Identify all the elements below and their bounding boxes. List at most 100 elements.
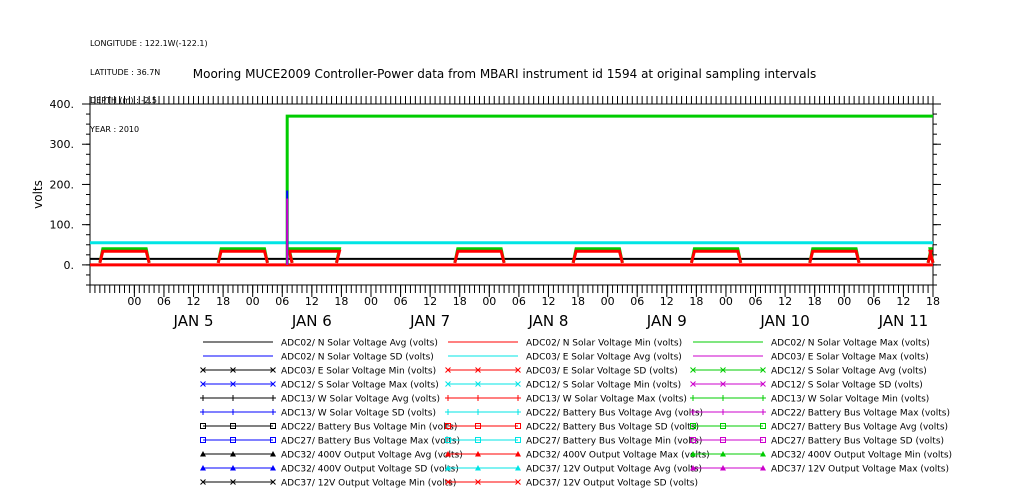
legend-entry-label: ADC32/ 400V Output Voltage Min (volts) [771,451,952,461]
legend-marker-x [270,381,276,387]
legend-entry-label: ADC02/ N Solar Voltage Min (volts) [526,339,682,349]
legend-entry-label: ADC13/ W Solar Voltage SD (volts) [281,409,436,419]
legend-marker-x [515,367,521,373]
legend-marker-plus [445,395,451,401]
legend-entry-label: ADC27/ Battery Bus Voltage Min (volts) [526,437,702,447]
legend-marker-triangle [475,465,481,471]
x-tick-label: 06 [512,295,526,308]
legend-marker-x [690,367,696,373]
legend-marker-x [690,381,696,387]
x-tick-label: 18 [808,295,822,308]
legend-marker-x [230,381,236,387]
legend-marker-triangle [230,465,236,471]
legend-marker-triangle [475,451,481,457]
legend-entry-label: ADC02/ N Solar Voltage SD (volts) [281,353,434,363]
x-tick-label: 00 [601,295,615,308]
legend-marker-plus [720,409,726,415]
legend-marker-x [515,381,521,387]
legend-marker-triangle [270,451,276,457]
y-tick-label: 100. [50,219,75,232]
legend-marker-square [690,437,696,443]
x-tick-label: 12 [778,295,792,308]
line-chart: 00 06 12 18 00 06 12 18 00 06 12 18 00 06 12 18 00 06 12 18… [31,96,941,330]
x-tick-label: 00 [482,295,496,308]
legend-entry-label: ADC32/ 400V Output Voltage Max (volts) [526,451,710,461]
legend-marker-x [720,367,726,373]
legend-marker-square [720,423,726,429]
x-tick-label: 12 [187,295,201,308]
legend-marker-triangle [200,451,206,457]
x-day-label: JAN 7 [409,312,450,330]
legend-entry-label: ADC27/ Battery Bus Voltage Avg (volts) [771,423,948,433]
legend-marker-x [200,479,206,485]
x-day-label: JAN 5 [173,312,214,330]
latitude-label: LATITUDE : 36.7N [90,67,161,77]
legend-marker-x [445,367,451,373]
legend-entry-label: ADC02/ N Solar Voltage Avg (volts) [281,339,438,349]
legend-marker-square [445,437,451,443]
legend-marker-square [230,423,236,429]
legend-marker-plus [270,409,276,415]
legend-entry-label: ADC03/ E Solar Voltage Max (volts) [771,353,929,363]
y-tick-label: 0. [64,259,75,272]
legend-marker-x [475,367,481,373]
legend-marker-square [760,423,766,429]
legend-marker-plus [230,409,236,415]
legend-marker-plus [270,395,276,401]
legend-entry-label: ADC37/ 12V Output Voltage Avg (volts) [526,465,702,475]
legend-marker-plus [475,409,481,415]
legend-entry-label: ADC13/ W Solar Voltage Min (volts) [771,395,929,405]
x-tick-label: 12 [305,295,319,308]
legend-marker-square [760,437,766,443]
legend-marker-square [270,423,276,429]
legend-entry-label: ADC22/ Battery Bus Voltage SD (volts) [526,423,699,433]
legend-entry-label: ADC37/ 12V Output Voltage Min (volts) [281,479,456,489]
legend-marker-x [760,381,766,387]
legend-marker-triangle [270,465,276,471]
legend-marker-x [475,381,481,387]
x-tick-label: 00 [127,295,141,308]
x-tick-label: 12 [541,295,555,308]
legend-marker-x [200,381,206,387]
x-tick-label: 06 [157,295,171,308]
legend-entry-label: ADC27/ Battery Bus Voltage SD (volts) [771,437,944,447]
plot-frame [89,103,934,286]
y-axis-label: volts [31,180,45,209]
legend-marker-plus [445,409,451,415]
legend-marker-x [475,479,481,485]
legend-marker-triangle [230,451,236,457]
x-tick-label: 18 [926,295,940,308]
x-tick-label: 00 [246,295,260,308]
legend-entry-label: ADC22/ Battery Bus Voltage Avg (volts) [526,409,703,419]
legend-marker-plus [760,409,766,415]
legend-marker-x [760,367,766,373]
x-tick-label: 18 [453,295,467,308]
legend-marker-square [475,437,481,443]
legend-marker-square [200,423,206,429]
legend-marker-square [270,437,276,443]
legend-marker-plus [475,395,481,401]
series-daytime-bump [287,249,342,264]
legend-marker-triangle [445,465,451,471]
x-tick-label: 18 [216,295,230,308]
x-tick-label: 12 [896,295,910,308]
legend-entry-label: ADC12/ S Solar Voltage Max (volts) [281,381,439,391]
legend-marker-plus [690,395,696,401]
legend-entry-label: ADC13/ W Solar Voltage Max (volts) [526,395,687,405]
legend-entry-label: ADC03/ E Solar Voltage Min (volts) [281,367,436,377]
x-tick-label: 18 [334,295,348,308]
legend-entry-label: ADC27/ Battery Bus Voltage Max (volts) [281,437,460,447]
x-tick-label: 06 [630,295,644,308]
legend-entry-label: ADC02/ N Solar Voltage Max (volts) [771,339,930,349]
y-tick-label: 200. [50,178,75,191]
legend-marker-x [200,367,206,373]
legend-marker-x [515,479,521,485]
legend-marker-square [445,423,451,429]
x-tick-label: 00 [719,295,733,308]
legend-entry-label: ADC13/ W Solar Voltage Avg (volts) [281,395,440,405]
legend-marker-square [475,423,481,429]
legend-marker-plus [720,395,726,401]
longitude-label: LONGITUDE : 122.1W(-122.1) [90,39,208,48]
legend-marker-square [200,437,206,443]
series-daytime-bump [689,249,743,264]
